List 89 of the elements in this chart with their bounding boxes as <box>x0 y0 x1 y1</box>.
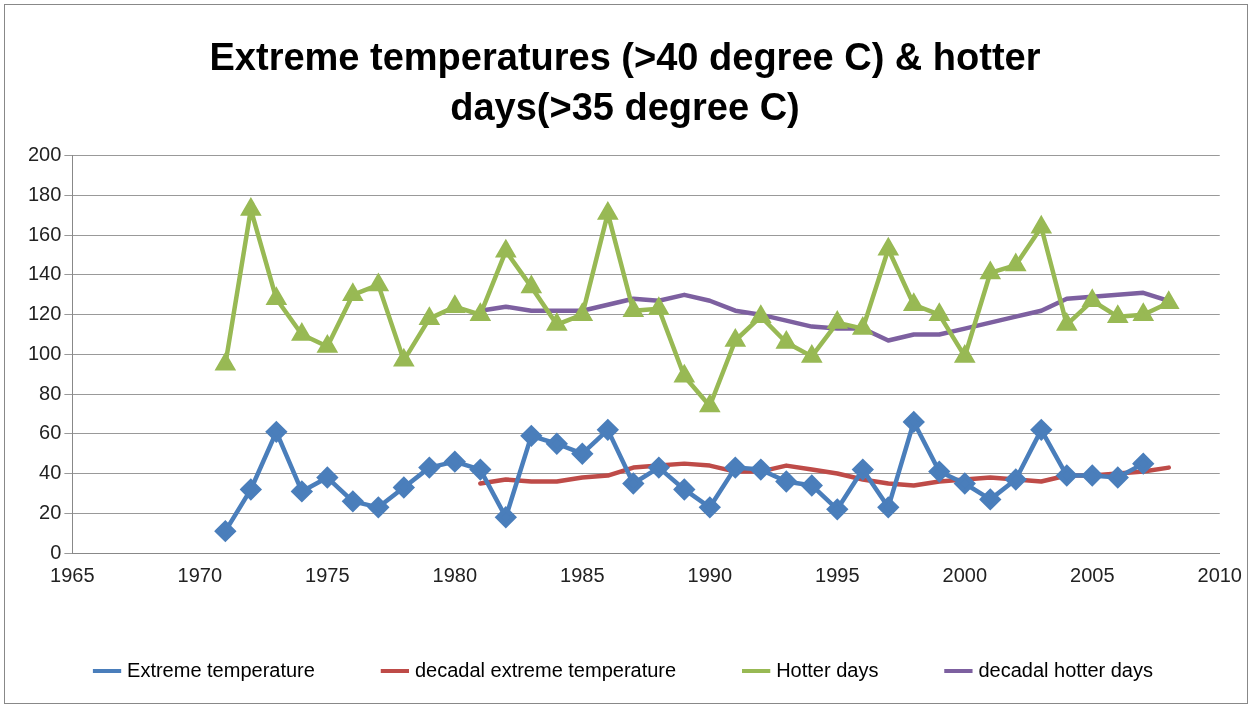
point <box>1081 288 1102 308</box>
point <box>929 461 950 482</box>
point <box>828 312 847 329</box>
point <box>751 306 770 323</box>
point <box>1107 467 1129 488</box>
point <box>852 459 874 480</box>
point <box>1159 290 1180 310</box>
point <box>573 304 592 321</box>
y-tick-label: 40 <box>39 461 62 484</box>
point <box>419 457 440 478</box>
y-tick-label: 20 <box>39 500 62 523</box>
point <box>521 425 542 447</box>
point <box>444 451 466 472</box>
point <box>801 475 823 496</box>
point <box>954 473 976 494</box>
point <box>445 296 465 313</box>
point <box>1134 304 1153 321</box>
point <box>598 203 617 220</box>
point <box>827 499 848 520</box>
point <box>776 471 797 492</box>
x-tick-label: 1965 <box>50 563 95 586</box>
x-tick-label: 1990 <box>687 563 733 586</box>
point <box>648 457 670 478</box>
point <box>853 318 872 335</box>
legend-label: Hotter days <box>776 658 879 681</box>
point <box>291 481 313 502</box>
point <box>215 520 236 542</box>
point <box>1133 453 1154 474</box>
x-tick-label: 2000 <box>942 563 988 586</box>
point <box>241 199 261 216</box>
point <box>420 308 439 325</box>
chart-title: Extreme temperatures (>40 degree C) & hotter days(>35 degree C) <box>209 36 1041 128</box>
x-tick-label: 2010 <box>1197 563 1242 586</box>
point <box>216 354 235 371</box>
y-tick-label: 120 <box>27 302 62 325</box>
point <box>1108 306 1127 323</box>
point <box>342 491 364 512</box>
point <box>624 300 643 317</box>
point <box>368 497 389 518</box>
point <box>495 507 517 528</box>
legend-label: Extreme temperature <box>127 658 315 681</box>
point <box>903 411 925 433</box>
point <box>546 433 568 455</box>
point <box>317 467 338 488</box>
point <box>572 443 593 464</box>
point <box>1056 465 1078 486</box>
point <box>699 497 721 518</box>
point <box>955 346 974 363</box>
y-tick-label: 180 <box>27 183 62 206</box>
legend-label: decadal extreme temperature <box>414 658 677 681</box>
point <box>1057 314 1076 331</box>
x-tick-label: 1970 <box>177 563 223 586</box>
point <box>597 419 619 441</box>
y-tick-label: 100 <box>27 341 62 364</box>
y-tick-label: 0 <box>50 540 62 563</box>
point <box>318 336 337 353</box>
point <box>1005 469 1027 490</box>
point <box>1031 419 1052 441</box>
point <box>547 314 566 331</box>
point <box>292 324 312 341</box>
y-tick-label: 160 <box>27 222 62 245</box>
point <box>623 473 644 494</box>
point <box>393 477 415 498</box>
point <box>266 421 287 443</box>
y-tick-label: 140 <box>27 262 62 285</box>
legend-label: decadal hotter days <box>978 658 1153 681</box>
point <box>726 330 745 347</box>
x-tick-label: 1985 <box>560 563 605 586</box>
y-tick-label: 80 <box>39 381 62 404</box>
point <box>904 294 923 311</box>
point <box>240 479 262 500</box>
point <box>471 304 490 321</box>
y-tick-label: 60 <box>39 421 62 444</box>
point <box>649 298 668 315</box>
point <box>1082 465 1103 486</box>
point <box>725 457 746 478</box>
point <box>878 497 899 518</box>
point <box>802 346 821 363</box>
point <box>750 459 772 480</box>
point <box>777 332 796 349</box>
point <box>930 304 949 321</box>
y-tick-label: 200 <box>27 143 62 166</box>
point <box>470 459 491 480</box>
x-tick-label: 1980 <box>432 563 478 586</box>
point <box>980 489 1001 510</box>
point <box>674 479 695 500</box>
x-tick-label: 1975 <box>305 563 350 586</box>
x-tick-label: 1995 <box>815 563 860 586</box>
x-tick-label: 2005 <box>1070 563 1115 586</box>
